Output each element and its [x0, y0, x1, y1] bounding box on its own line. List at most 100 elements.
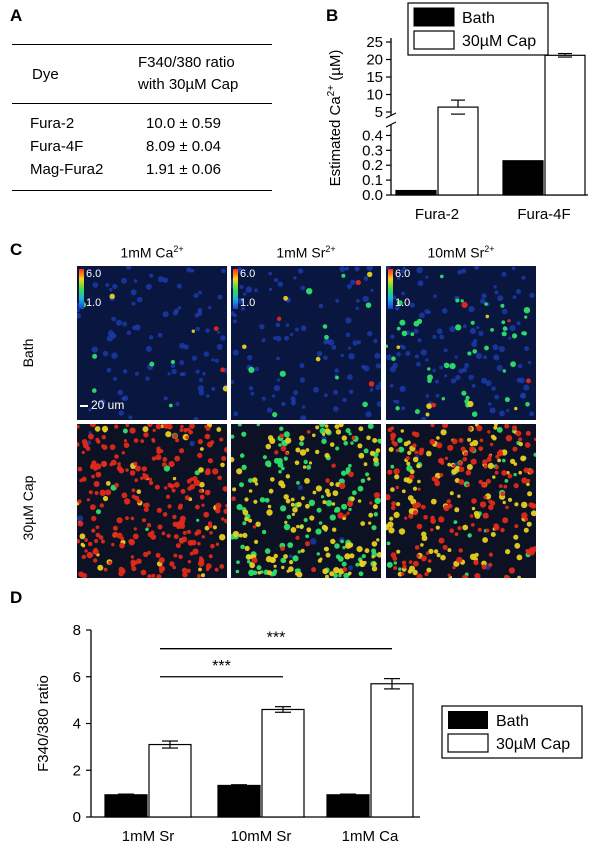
- cell-yellow: [329, 481, 334, 487]
- cell-yellow: [449, 491, 454, 496]
- cell-red: [150, 534, 157, 540]
- legend-label-bath: Bath: [496, 713, 529, 730]
- cell-red: [118, 467, 125, 474]
- cell-green: [401, 330, 408, 337]
- cell-yellow: [396, 549, 401, 554]
- cell-green: [279, 426, 284, 431]
- cell-red: [306, 430, 311, 434]
- cell-green: [335, 446, 340, 451]
- cell-blue: [356, 299, 360, 303]
- cell-blue: [356, 340, 362, 345]
- cell-red: [488, 454, 492, 458]
- cell-blue: [133, 279, 138, 283]
- cell-green: [471, 411, 478, 417]
- cell-yellow: [447, 548, 452, 553]
- cell-blue: [131, 301, 136, 306]
- cell-red: [412, 443, 417, 448]
- cell-blue: [450, 378, 457, 384]
- cell-yellow: [493, 425, 498, 430]
- cell-red: [174, 455, 181, 462]
- cell-red: [77, 499, 82, 504]
- cell-red: [188, 429, 193, 435]
- cell-blue: [433, 294, 437, 298]
- cell-red: [440, 461, 445, 465]
- cell-yellow: [517, 575, 521, 578]
- cell-red: [220, 517, 225, 521]
- cell-red: [205, 563, 212, 570]
- cell-red: [114, 482, 119, 488]
- cell-yellow: [440, 554, 446, 561]
- cell-yellow: [270, 477, 275, 482]
- cell-red: [392, 556, 398, 561]
- cell-red: [212, 468, 219, 475]
- cell-blue: [471, 384, 476, 388]
- cell-red: [442, 544, 448, 550]
- cell-red: [189, 424, 195, 429]
- cell-red: [525, 430, 531, 436]
- cell-blue: [481, 293, 487, 299]
- cell-red: [482, 512, 489, 519]
- cell-blue: [214, 358, 219, 363]
- cell-blue: [211, 358, 215, 362]
- cell-yellow: [329, 571, 335, 577]
- micrograph-bath-0: [77, 266, 227, 420]
- cell-red: [136, 499, 141, 504]
- cell-yellow: [283, 494, 289, 500]
- cell-green: [363, 448, 369, 454]
- cell-red: [132, 533, 139, 540]
- cell-red: [109, 444, 116, 450]
- cell-yellow: [268, 488, 274, 494]
- panel-a-letter: A: [10, 6, 23, 25]
- cell-blue: [333, 406, 339, 412]
- cell-green: [239, 453, 245, 458]
- cell-green: [264, 497, 270, 503]
- cell-green: [306, 288, 313, 295]
- panel-d-ytick-label: 6: [73, 669, 81, 686]
- cell-green: [472, 349, 477, 354]
- cell-yellow: [502, 500, 506, 505]
- cell-red: [483, 464, 488, 469]
- cell-red: [89, 424, 96, 428]
- legend-swatch-bath: [448, 711, 488, 729]
- cell-red: [156, 574, 162, 578]
- cell-green: [467, 533, 472, 538]
- cell-blue: [367, 331, 373, 337]
- cell-yellow: [315, 485, 322, 492]
- cell-red: [404, 516, 408, 520]
- cell-green: [305, 534, 309, 539]
- cell-yellow: [248, 518, 253, 523]
- cell-blue: [128, 415, 133, 420]
- panel-b-ytick-label: 0.1: [362, 172, 383, 189]
- cell-yellow: [389, 516, 394, 521]
- legend-swatch-cap: [413, 30, 455, 50]
- cell-blue: [469, 327, 476, 335]
- cell-yellow: [252, 477, 258, 483]
- cell-red: [505, 505, 509, 510]
- cell-red: [215, 508, 221, 514]
- cell-blue: [112, 376, 118, 381]
- cell-red: [143, 551, 149, 558]
- cell-green: [502, 369, 506, 373]
- cell-green: [390, 464, 395, 469]
- cell-blue: [162, 311, 169, 318]
- cell-blue: [134, 324, 141, 331]
- cell-yellow: [295, 572, 299, 576]
- cell-yellow: [309, 515, 315, 521]
- cell-red: [439, 473, 444, 477]
- cell-red: [123, 439, 128, 443]
- cell-blue: [348, 353, 355, 360]
- cell-blue: [136, 296, 143, 303]
- cell-blue: [323, 355, 328, 361]
- cell-yellow: [514, 542, 521, 549]
- bar-30-m-cap: [261, 708, 305, 818]
- cell-green: [397, 437, 403, 443]
- cell-blue: [157, 332, 163, 338]
- cell-green: [259, 497, 266, 503]
- cell-red: [201, 503, 205, 507]
- cell-blue: [126, 266, 132, 270]
- panel-b-letter: B: [326, 6, 339, 25]
- cell-red: [147, 574, 152, 578]
- cell-red: [473, 559, 479, 566]
- cell-red: [189, 483, 196, 490]
- cell-red: [456, 556, 463, 563]
